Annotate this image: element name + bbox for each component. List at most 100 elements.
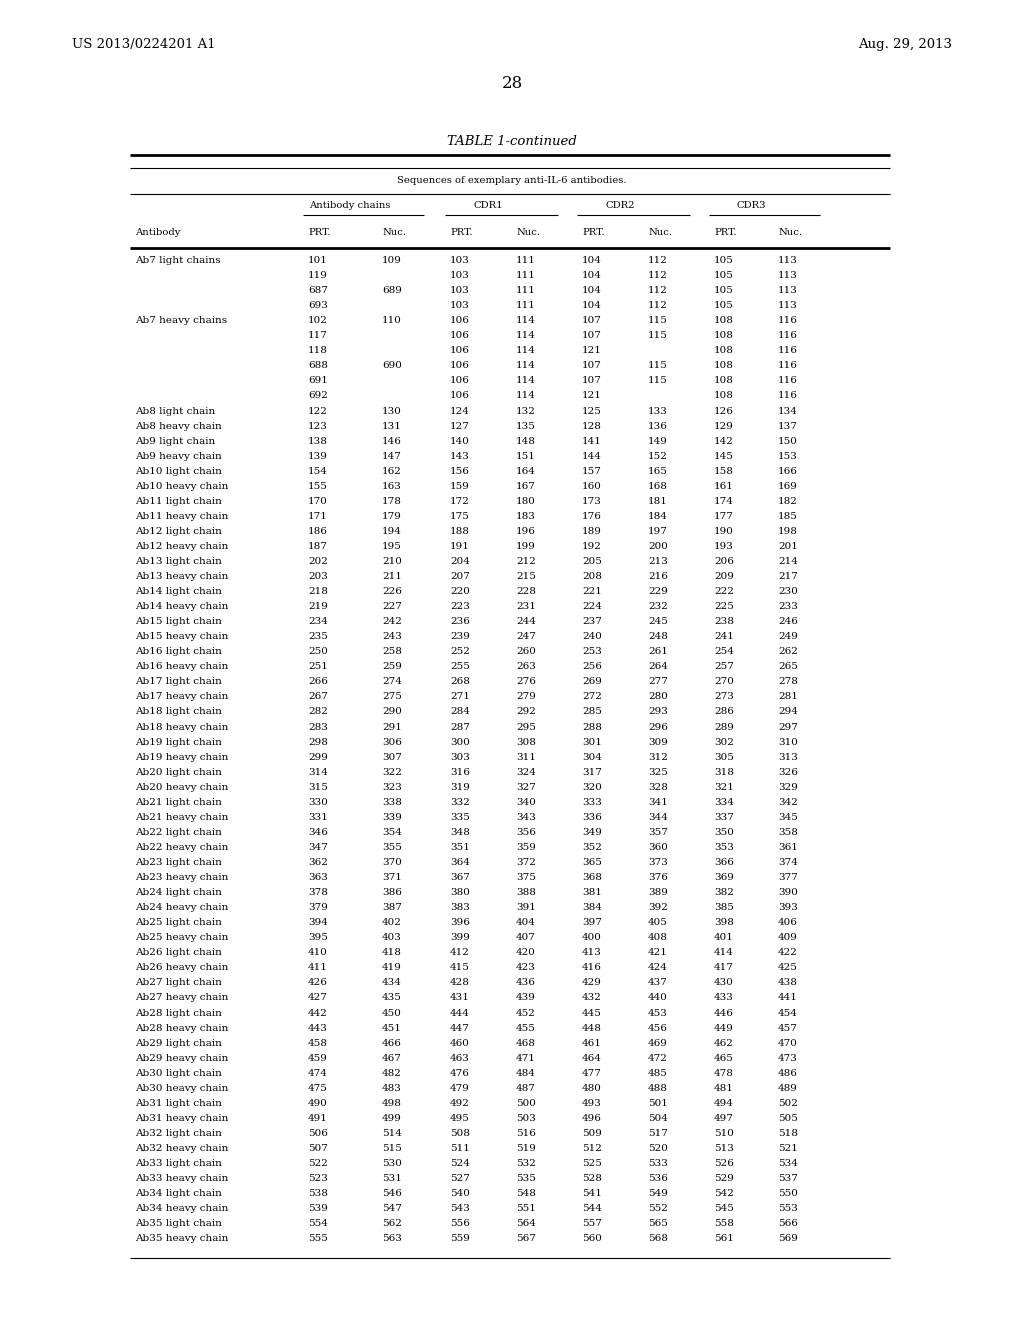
Text: 114: 114 <box>516 317 536 325</box>
Text: Ab19 heavy chain: Ab19 heavy chain <box>135 752 228 762</box>
Text: 421: 421 <box>648 948 668 957</box>
Text: 150: 150 <box>778 437 798 446</box>
Text: 404: 404 <box>516 919 536 927</box>
Text: 105: 105 <box>714 256 734 265</box>
Text: 251: 251 <box>308 663 328 672</box>
Text: 374: 374 <box>778 858 798 867</box>
Text: 693: 693 <box>308 301 328 310</box>
Text: 277: 277 <box>648 677 668 686</box>
Text: Ab20 light chain: Ab20 light chain <box>135 768 222 776</box>
Text: 177: 177 <box>714 512 734 521</box>
Text: 334: 334 <box>714 797 734 807</box>
Text: 290: 290 <box>382 708 401 717</box>
Text: 149: 149 <box>648 437 668 446</box>
Text: 140: 140 <box>450 437 470 446</box>
Text: 200: 200 <box>648 543 668 550</box>
Text: 117: 117 <box>308 331 328 341</box>
Text: 181: 181 <box>648 496 668 506</box>
Text: 329: 329 <box>778 783 798 792</box>
Text: 173: 173 <box>582 496 602 506</box>
Text: 440: 440 <box>648 994 668 1002</box>
Text: Ab33 light chain: Ab33 light chain <box>135 1159 222 1168</box>
Text: 372: 372 <box>516 858 536 867</box>
Text: 109: 109 <box>382 256 401 265</box>
Text: 114: 114 <box>516 362 536 371</box>
Text: 295: 295 <box>516 722 536 731</box>
Text: Nuc.: Nuc. <box>648 228 672 238</box>
Text: 222: 222 <box>714 587 734 597</box>
Text: 331: 331 <box>308 813 328 822</box>
Text: Ab26 heavy chain: Ab26 heavy chain <box>135 964 228 973</box>
Text: 349: 349 <box>582 828 602 837</box>
Text: Ab34 light chain: Ab34 light chain <box>135 1189 222 1199</box>
Text: Nuc.: Nuc. <box>778 228 802 238</box>
Text: 507: 507 <box>308 1144 328 1152</box>
Text: 451: 451 <box>382 1023 401 1032</box>
Text: 405: 405 <box>648 919 668 927</box>
Text: Ab14 heavy chain: Ab14 heavy chain <box>135 602 228 611</box>
Text: Ab16 heavy chain: Ab16 heavy chain <box>135 663 228 672</box>
Text: 413: 413 <box>582 948 602 957</box>
Text: 505: 505 <box>778 1114 798 1123</box>
Text: 338: 338 <box>382 797 401 807</box>
Text: 108: 108 <box>714 376 734 385</box>
Text: 337: 337 <box>714 813 734 822</box>
Text: 471: 471 <box>516 1053 536 1063</box>
Text: 315: 315 <box>308 783 328 792</box>
Text: 108: 108 <box>714 362 734 371</box>
Text: Ab10 light chain: Ab10 light chain <box>135 467 222 475</box>
Text: 452: 452 <box>516 1008 536 1018</box>
Text: 112: 112 <box>648 301 668 310</box>
Text: 217: 217 <box>778 572 798 581</box>
Text: 240: 240 <box>582 632 602 642</box>
Text: 487: 487 <box>516 1084 536 1093</box>
Text: 322: 322 <box>382 768 401 776</box>
Text: 220: 220 <box>450 587 470 597</box>
Text: 165: 165 <box>648 467 668 475</box>
Text: 293: 293 <box>648 708 668 717</box>
Text: Ab28 heavy chain: Ab28 heavy chain <box>135 1023 228 1032</box>
Text: 373: 373 <box>648 858 668 867</box>
Text: 232: 232 <box>648 602 668 611</box>
Text: 262: 262 <box>778 647 798 656</box>
Text: 249: 249 <box>778 632 798 642</box>
Text: 518: 518 <box>778 1129 798 1138</box>
Text: 183: 183 <box>516 512 536 521</box>
Text: 129: 129 <box>714 421 734 430</box>
Text: PRT.: PRT. <box>714 228 736 238</box>
Text: 236: 236 <box>450 618 470 626</box>
Text: 107: 107 <box>582 317 602 325</box>
Text: 115: 115 <box>648 362 668 371</box>
Text: 107: 107 <box>582 362 602 371</box>
Text: 266: 266 <box>308 677 328 686</box>
Text: 558: 558 <box>714 1220 734 1228</box>
Text: Ab9 light chain: Ab9 light chain <box>135 437 215 446</box>
Text: 106: 106 <box>450 346 470 355</box>
Text: 354: 354 <box>382 828 401 837</box>
Text: Ab8 light chain: Ab8 light chain <box>135 407 215 416</box>
Text: 457: 457 <box>778 1023 798 1032</box>
Text: Ab22 heavy chain: Ab22 heavy chain <box>135 843 228 851</box>
Text: 433: 433 <box>714 994 734 1002</box>
Text: 454: 454 <box>778 1008 798 1018</box>
Text: 389: 389 <box>648 888 668 898</box>
Text: 483: 483 <box>382 1084 401 1093</box>
Text: 110: 110 <box>382 317 401 325</box>
Text: 261: 261 <box>648 647 668 656</box>
Text: 203: 203 <box>308 572 328 581</box>
Text: 423: 423 <box>516 964 536 973</box>
Text: 524: 524 <box>450 1159 470 1168</box>
Text: 689: 689 <box>382 286 401 296</box>
Text: 314: 314 <box>308 768 328 776</box>
Text: 466: 466 <box>382 1039 401 1048</box>
Text: 496: 496 <box>582 1114 602 1123</box>
Text: 376: 376 <box>648 873 668 882</box>
Text: 227: 227 <box>382 602 401 611</box>
Text: CDR2: CDR2 <box>605 201 635 210</box>
Text: 260: 260 <box>516 647 536 656</box>
Text: 186: 186 <box>308 527 328 536</box>
Text: 111: 111 <box>516 256 536 265</box>
Text: 162: 162 <box>382 467 401 475</box>
Text: 105: 105 <box>714 301 734 310</box>
Text: 130: 130 <box>382 407 401 416</box>
